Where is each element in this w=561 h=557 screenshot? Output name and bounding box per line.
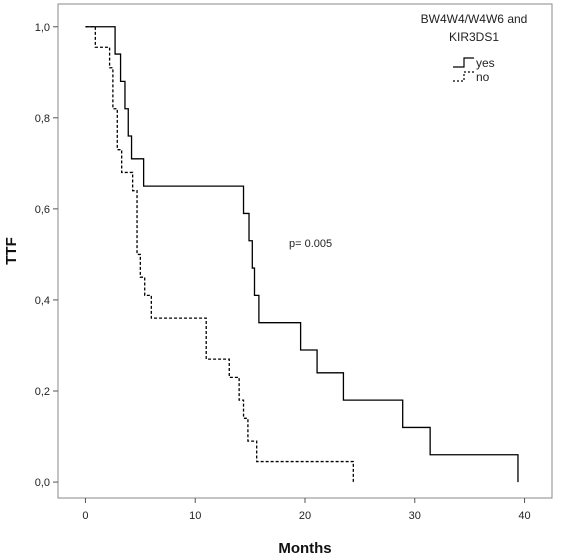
legend-label-yes: yes xyxy=(476,56,495,70)
legend-swatch-no xyxy=(453,71,474,82)
y-tick-label: 0,6 xyxy=(35,204,50,216)
legend-label-no: no xyxy=(476,70,490,84)
y-tick-label: 0,0 xyxy=(35,477,50,489)
y-tick-label: 1,0 xyxy=(35,22,50,34)
y-tick-label: 0,8 xyxy=(35,113,50,125)
series-layer xyxy=(85,26,519,483)
legend-title-line-1: BW4W4/W4W6 and xyxy=(421,12,528,26)
x-axis-ticks: 0 10 20 30 40 xyxy=(82,498,531,522)
series-line-yes xyxy=(85,26,519,483)
x-tick-label: 10 xyxy=(189,510,201,522)
y-tick-label: 0,4 xyxy=(35,295,50,307)
y-axis-title: TTF xyxy=(3,237,20,265)
x-tick-label: 40 xyxy=(518,510,530,522)
x-tick-label: 30 xyxy=(409,510,421,522)
y-tick-label: 0,2 xyxy=(35,386,50,398)
legend-swatch-yes xyxy=(453,57,474,68)
legend-title-line-2: KIR3DS1 xyxy=(449,30,499,44)
p-value-annotation: p= 0.005 xyxy=(289,238,332,250)
x-tick-label: 20 xyxy=(299,510,311,522)
series-line-no xyxy=(85,26,354,483)
x-tick-label: 0 xyxy=(82,510,88,522)
y-axis-ticks: 0,0 0,2 0,4 0,6 0,8 1,0 xyxy=(35,22,58,489)
x-axis-title: Months xyxy=(278,540,331,557)
